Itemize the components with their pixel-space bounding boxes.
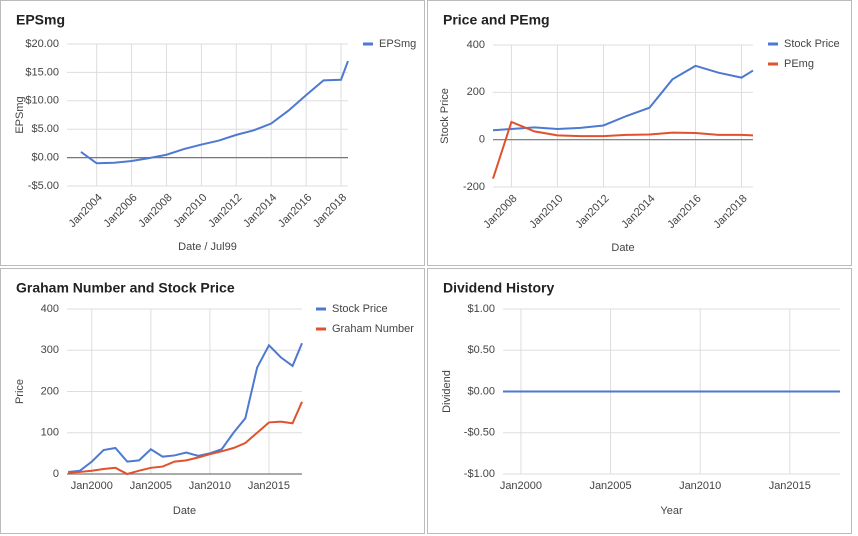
panel-border [0,0,425,266]
x-tick-label: Jan2000 [71,480,113,492]
x-tick-label: Jan2005 [130,480,172,492]
x-axis-label: Date [173,505,196,517]
series-line [492,120,754,180]
y-tick-label: 200 [467,86,485,98]
chart-title: Dividend History [443,280,554,296]
y-tick-label: 300 [41,344,59,356]
legend-label: Stock Price [784,38,840,50]
x-tick-label: Jan2010 [679,480,721,492]
y-tick-label: 400 [467,39,485,51]
x-tick-label: Jan2015 [769,480,811,492]
x-tick-label: Jan2010 [189,480,231,492]
series-line [492,64,754,132]
y-tick-label: $5.00 [31,123,59,135]
legend-label: EPSmg [379,38,416,50]
x-axis-label: Date [611,242,634,254]
y-tick-label: $15.00 [25,66,59,78]
y-tick-label: 100 [41,427,59,439]
panel-border [0,268,425,534]
x-tick-label: Jan2005 [589,480,631,492]
y-tick-label: $10.00 [25,95,59,107]
y-tick-label: 200 [41,385,59,397]
y-tick-label: 0 [53,468,59,480]
y-tick-label: 0 [479,134,485,146]
y-axis-label: EPSmg [14,96,26,133]
y-tick-label: -$5.00 [28,180,59,192]
chart-title: Graham Number and Stock Price [16,280,235,296]
chart-title: Price and PEmg [443,12,550,28]
chart-panel: Graham Number and Stock Price 0 100 200 300 4… [0,268,425,534]
chart-panel: Dividend History -$1.00 -$0.50 $0.00 $0.50 $1… [427,268,852,534]
series-line [68,342,303,473]
x-axis-label: Year [660,505,683,517]
series-line [80,60,349,165]
y-tick-label: 400 [41,303,59,315]
series-line [68,401,303,476]
y-tick-label: $0.50 [467,344,495,356]
x-tick-label: Jan2015 [248,480,290,492]
x-axis-label: Date / Jul99 [178,241,237,253]
y-axis-label: Stock Price [439,88,451,144]
y-tick-label: -200 [463,181,485,193]
y-axis-label: Price [14,379,26,404]
y-tick-label: $1.00 [467,303,495,315]
legend-label: Stock Price [332,303,388,315]
y-axis-label: Dividend [441,370,453,413]
legend-label: PEmg [784,58,814,70]
x-tick-label: Jan2000 [500,480,542,492]
chart-panel: EPSmg-$5.00$0.00$5.00$10.00$15.00$20.00J… [0,0,425,266]
y-tick-label: $20.00 [25,38,59,50]
y-tick-label: $0.00 [467,385,495,397]
chart-title: EPSmg [16,12,65,28]
panel-border [427,268,852,534]
legend-label: Graham Number [332,323,414,335]
y-tick-label: -$0.50 [464,427,495,439]
y-tick-label: -$1.00 [464,468,495,480]
y-tick-label: $0.00 [31,152,59,164]
